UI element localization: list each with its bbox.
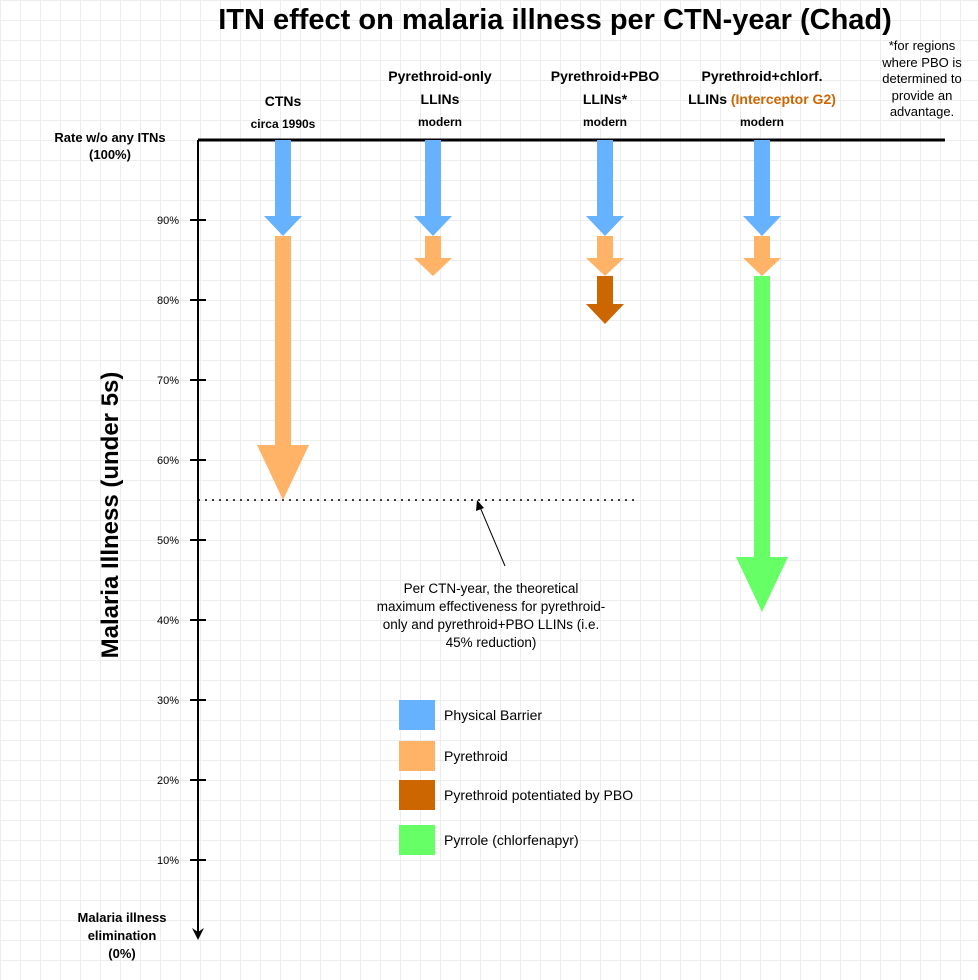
category-header-line2: circa 1990s [250,117,316,131]
arrow-pyrethroid-potentiated-by-pbo [586,276,624,324]
category-header-line2: LLINs (Interceptor G2) [672,88,852,111]
arrow-pyrrole-chlorfenapyr- [736,276,788,612]
arrow-pyrethroid [586,236,624,276]
category-header-highlight: (Interceptor G2) [730,91,836,107]
annotation-pointer-head [476,500,484,511]
top-axis-label: Rate w/o any ITNs [54,130,165,145]
annotation-pointer [479,506,506,567]
legend-label: Pyrethroid potentiated by PBO [444,787,633,803]
arrow-pyrethroid [257,236,309,500]
category-header-line2: LLINs [420,91,460,107]
bottom-axis-label: (0%) [108,946,135,961]
category-header-line1: Pyrethroid+chlorf. [701,68,823,84]
bottom-axis-label: Malaria illness [78,910,167,925]
chart-title: ITN effect on malaria illness per CTN-ye… [218,4,892,36]
category-header-pyrethroid-chlorf: Pyrethroid+chlorf. LLINs (Interceptor G2… [672,65,852,134]
y-tick-label: 70% [157,375,179,387]
y-tick-label: 30% [157,695,179,707]
category-header-pyrethroid-only: Pyrethroid-only LLINs modern [360,65,520,134]
category-header-ctns: CTNs circa 1990s [213,90,353,136]
reference-line-annotation: Per CTN-year, the theoretical maximum ef… [376,581,606,650]
arrow-physical-barrier [586,140,624,236]
y-axis-title: Malaria Illness (under 5s) [97,372,124,659]
arrow-pyrethroid [743,236,781,276]
footnote: *for regions where PBO is determined to … [882,38,962,119]
category-header-pyrethroid-pbo: Pyrethroid+PBO LLINs* modern [525,65,685,134]
y-tick-label: 20% [157,775,179,787]
legend-label: Physical Barrier [444,707,542,723]
category-header-sub: modern [417,115,462,129]
legend-swatch [399,700,435,730]
y-tick-label: 50% [157,535,179,547]
legend-swatch [399,741,435,771]
arrow-physical-barrier [743,140,781,236]
y-tick-label: 90% [157,215,179,227]
bottom-axis-label: elimination [88,928,157,943]
top-axis-label: (100%) [89,147,131,162]
legend-label: Pyrethroid [444,748,508,764]
legend-swatch [399,780,435,810]
arrow-physical-barrier [414,140,452,236]
category-header-sub: modern [739,115,784,129]
arrow-pyrethroid [414,236,452,276]
legend-label: Pyrrole (chlorfenapyr) [444,832,579,848]
y-tick-label: 60% [157,455,179,467]
y-tick-label: 10% [157,855,179,867]
legend-swatch [399,825,435,855]
category-header-sub: modern [582,115,627,129]
category-header-line1: CTNs [264,93,302,109]
y-tick-label: 40% [157,615,179,627]
category-header-line1: Pyrethroid+PBO [550,68,660,84]
y-tick-label: 80% [157,295,179,307]
category-header-line2: LLINs* [582,91,628,107]
arrow-physical-barrier [264,140,302,236]
category-header-line1: Pyrethroid-only [388,68,492,84]
category-header-line2-text: LLINs [688,91,731,107]
y-axis-arrowhead [192,928,204,940]
